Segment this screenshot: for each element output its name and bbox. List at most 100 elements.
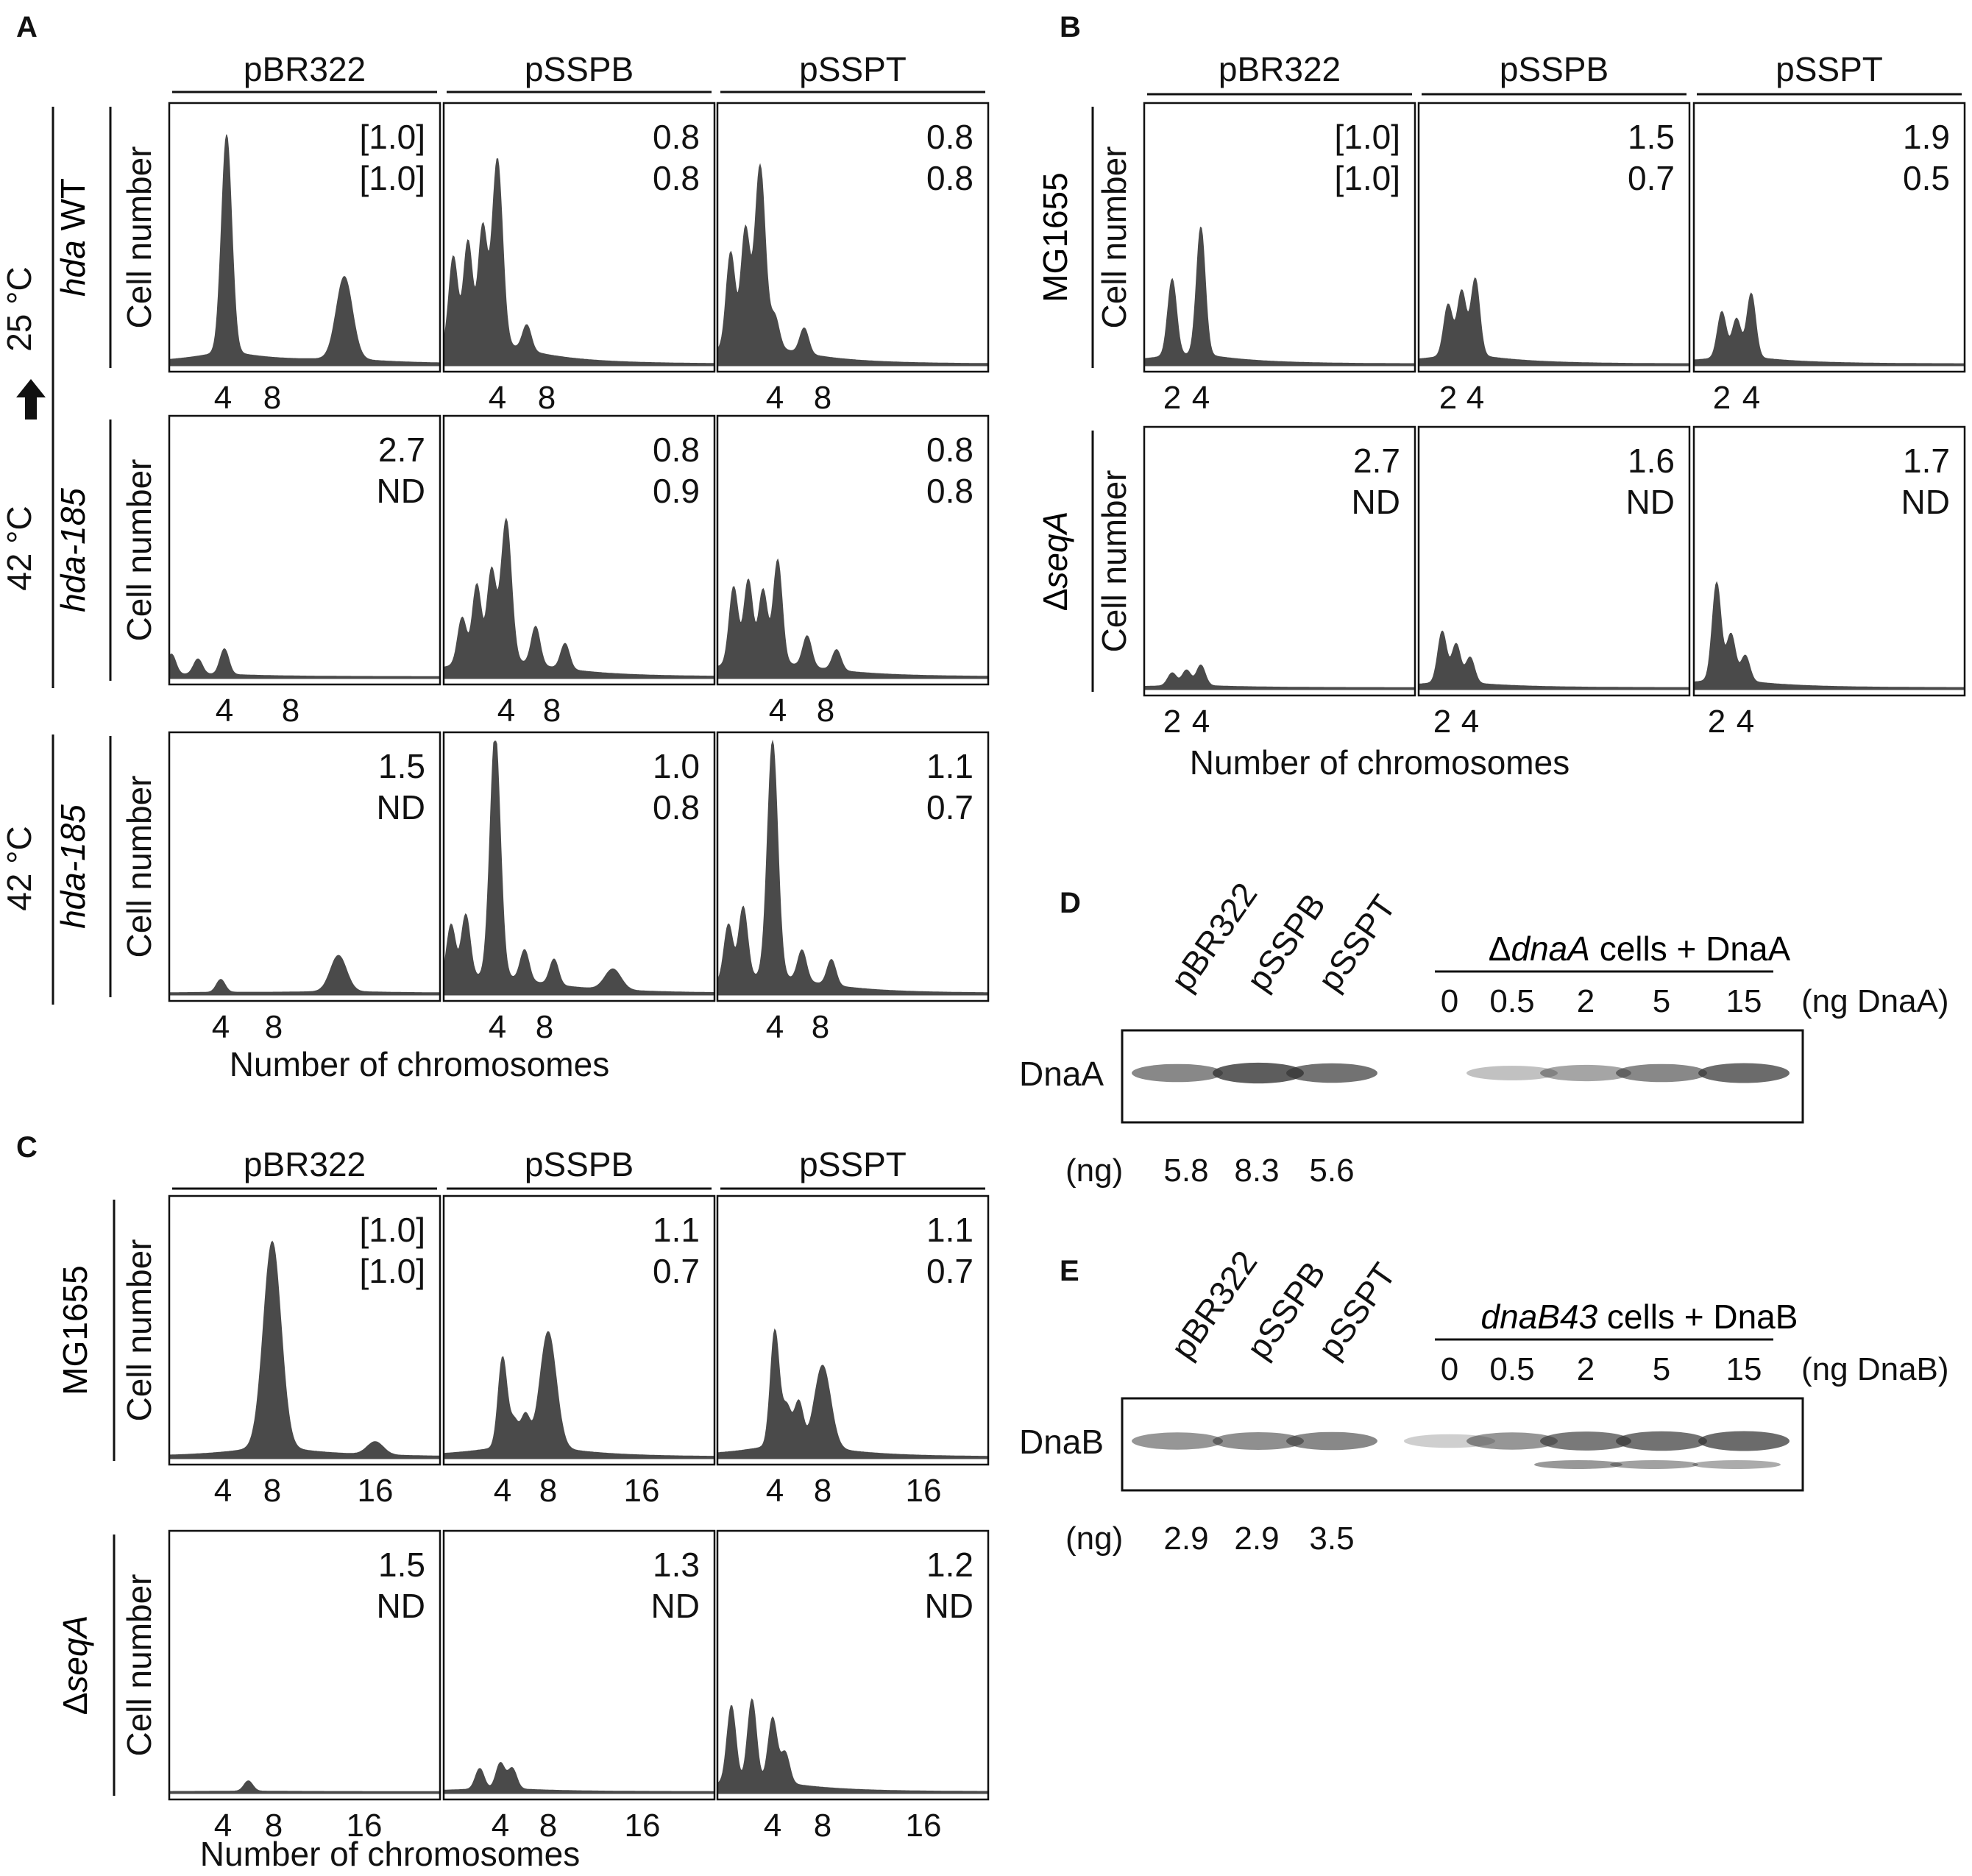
x-tick-label: 8 — [817, 693, 834, 729]
row-label: MG1655 — [56, 1265, 94, 1395]
band-label: DnaB — [1019, 1423, 1104, 1461]
standard-label: 2 — [1577, 1351, 1595, 1387]
standard-label: 15 — [1726, 983, 1762, 1019]
x-tick-label: 4 — [766, 1473, 784, 1509]
x-axis-label: Number of chromosomes — [200, 1835, 580, 1873]
standard-label: 5 — [1653, 983, 1670, 1019]
ratio-dnaa: [1.0] — [359, 1252, 425, 1290]
histogram-area — [169, 134, 441, 367]
x-tick-label: 4 — [489, 380, 506, 416]
x-axis-label: Number of chromosomes — [230, 1045, 609, 1083]
standard-label: 0 — [1441, 1351, 1458, 1387]
histogram-area — [717, 558, 989, 679]
ratio-initiation: 0.8 — [926, 118, 973, 156]
y-axis-label: Cell number — [120, 776, 158, 958]
y-axis-label: Cell number — [120, 459, 158, 642]
ng-value: 8.3 — [1234, 1153, 1279, 1189]
ratio-initiation: 1.1 — [926, 1211, 973, 1249]
ng-label: (ng) — [1065, 1521, 1123, 1557]
temperature-label: 42 °C — [0, 826, 38, 911]
histogram-area — [1418, 630, 1690, 690]
ratio-initiation: 1.1 — [926, 747, 973, 785]
ng-value: 2.9 — [1234, 1521, 1279, 1557]
plot-frame — [442, 1529, 716, 1801]
standard-label: 0.5 — [1489, 1351, 1534, 1387]
blot-band — [1692, 1460, 1781, 1469]
group-label: dnaB43 cells + DnaB — [1481, 1298, 1798, 1336]
blot-band — [1132, 1432, 1223, 1450]
blot-band — [1132, 1063, 1223, 1083]
ng-label: (ng) — [1065, 1153, 1123, 1189]
column-header: pSSPT — [799, 50, 907, 88]
histogram-area — [169, 1240, 441, 1459]
ratio-dnaa: ND — [377, 788, 425, 826]
x-tick-label: 2 — [1163, 704, 1181, 740]
plot-frame — [716, 1529, 990, 1801]
ratio-initiation: [1.0] — [1334, 118, 1400, 156]
x-tick-label: 8 — [536, 1009, 553, 1045]
panel-letter-a: A — [16, 11, 38, 43]
ratio-dnaa: ND — [377, 472, 425, 510]
blot-band — [1466, 1432, 1558, 1450]
histogram-area — [443, 1331, 715, 1459]
plot-frame — [716, 1194, 990, 1466]
ratio-dnaa: 0.7 — [926, 1252, 973, 1290]
x-tick-label: 4 — [214, 380, 232, 416]
row-label: MG1655 — [1036, 172, 1074, 302]
row-label: hda-185 — [54, 804, 92, 929]
histogram-area — [169, 955, 441, 996]
blot-band — [1540, 1064, 1631, 1082]
x-tick-label: 4 — [216, 693, 233, 729]
standard-label: 0.5 — [1489, 983, 1534, 1019]
plot-frame — [716, 731, 990, 1002]
unit-label: (ng DnaB) — [1801, 1351, 1949, 1387]
x-tick-label: 4 — [1737, 704, 1754, 740]
ratio-initiation: 1.7 — [1903, 442, 1950, 480]
ratio-initiation: 1.6 — [1628, 442, 1675, 480]
ratio-dnaa: 0.5 — [1903, 159, 1950, 197]
x-tick-label: 8 — [263, 380, 281, 416]
histogram-area — [443, 1762, 715, 1794]
x-tick-label: 8 — [814, 1473, 831, 1509]
ratio-dnaa: 0.7 — [653, 1252, 700, 1290]
histogram-area — [1693, 292, 1965, 367]
ratio-initiation: 1.0 — [653, 747, 700, 785]
ratio-dnaa: 0.7 — [1628, 159, 1675, 197]
x-tick-label: 16 — [624, 1473, 660, 1509]
x-tick-label: 8 — [265, 1009, 283, 1045]
ng-value: 2.9 — [1163, 1521, 1208, 1557]
blot-band — [1466, 1066, 1558, 1080]
histogram-area — [1143, 226, 1416, 367]
ratio-dnaa: 0.8 — [926, 159, 973, 197]
x-tick-label: 4 — [214, 1808, 232, 1844]
ratio-initiation: 1.3 — [653, 1546, 700, 1584]
x-tick-label: 8 — [538, 380, 556, 416]
x-tick-label: 8 — [263, 1473, 281, 1509]
standard-label: 2 — [1577, 983, 1595, 1019]
ratio-dnaa: 0.8 — [653, 159, 700, 197]
x-tick-label: 8 — [814, 380, 831, 416]
x-tick-label: 4 — [764, 1808, 781, 1844]
x-tick-label: 4 — [769, 693, 787, 729]
x-tick-label: 8 — [539, 1473, 557, 1509]
panel-letter-b: B — [1060, 11, 1081, 43]
x-tick-label: 16 — [906, 1808, 942, 1844]
x-tick-label: 2 — [1708, 704, 1726, 740]
ratio-initiation: 1.1 — [653, 1211, 700, 1249]
plot-frame — [168, 414, 441, 686]
temperature-label: 42 °C — [0, 506, 38, 591]
ratio-dnaa: ND — [651, 1587, 700, 1625]
x-tick-label: 16 — [625, 1808, 661, 1844]
blot-band — [1534, 1460, 1622, 1469]
blot-band — [1213, 1432, 1304, 1450]
x-tick-label: 8 — [543, 693, 561, 729]
blot-band — [1540, 1431, 1631, 1451]
ratio-initiation: 1.9 — [1903, 118, 1950, 156]
blot-band — [1698, 1063, 1790, 1083]
ratio-initiation: 2.7 — [378, 431, 425, 469]
row-label: ΔseqA — [1036, 512, 1074, 612]
panel-letter-c: C — [16, 1131, 38, 1164]
ratio-dnaa: 0.9 — [653, 472, 700, 510]
group-label: ΔdnaA cells + DnaA — [1489, 930, 1791, 968]
